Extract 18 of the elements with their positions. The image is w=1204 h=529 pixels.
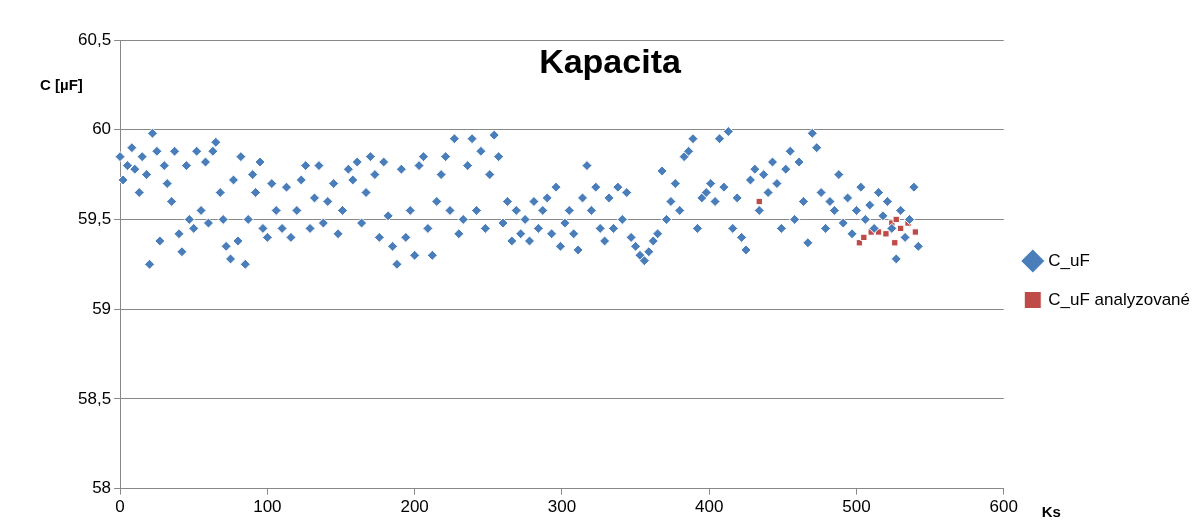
- y-tick-label: 58: [92, 478, 112, 498]
- legend-label: C_uF: [1048, 250, 1090, 270]
- y-tick-label: 59,5: [77, 209, 112, 229]
- x-tick-label: 100: [253, 497, 282, 517]
- x-tick-label: 500: [842, 497, 871, 517]
- y-axis-title: C [µF]: [40, 76, 83, 94]
- x-tick-label: 300: [547, 497, 577, 517]
- x-tick-label: 0: [115, 497, 125, 517]
- x-tick-label: 600: [989, 497, 1018, 517]
- x-tick-label: 400: [695, 497, 724, 517]
- legend-label: C_uF analyzované: [1048, 289, 1191, 309]
- x-axis-title: Ks: [1041, 502, 1061, 520]
- y-tick-label: 60: [92, 119, 112, 139]
- y-tick-label: 58,5: [77, 388, 112, 408]
- y-tick-label: 59: [92, 298, 112, 318]
- chart-title: Kapacita: [539, 42, 682, 81]
- x-tick-label: 200: [400, 497, 429, 517]
- y-tick-label: 60,5: [77, 29, 112, 49]
